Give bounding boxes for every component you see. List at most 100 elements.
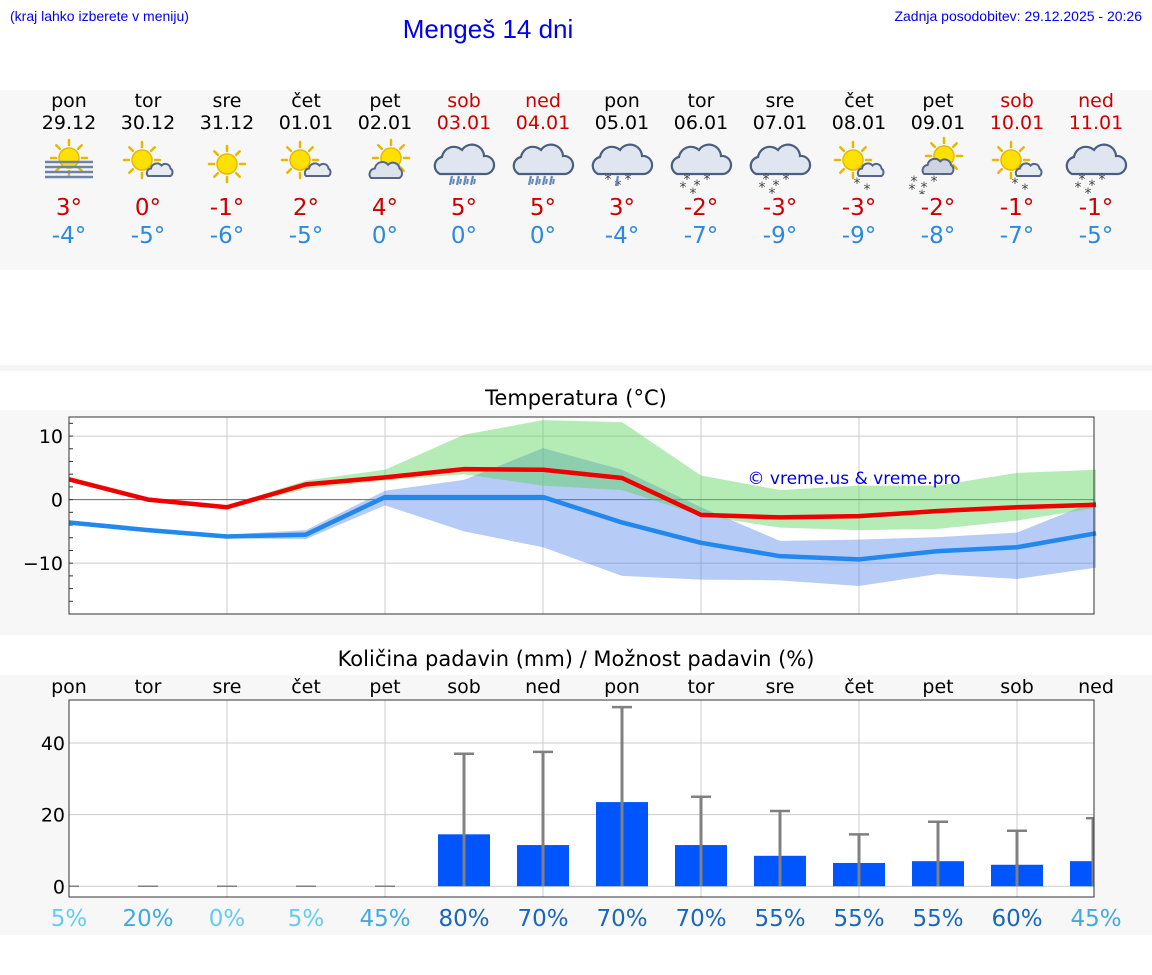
temp-min: -9° [762, 223, 798, 249]
svg-text:*: * [704, 172, 711, 188]
day-name: pon [604, 90, 640, 112]
day-date: 10.01 [989, 112, 1045, 134]
svg-text:*: * [680, 180, 687, 194]
temp-min: -8° [920, 223, 956, 249]
day-date: 09.01 [910, 112, 966, 134]
precipitation-chart-title: Količina padavin (mm) / Možnost padavin … [337, 647, 815, 671]
watermark: © vreme.us & vreme.pro [747, 469, 960, 489]
svg-text:*: * [759, 180, 766, 194]
day-name: čet [844, 90, 874, 112]
day-name: ned [1078, 90, 1114, 112]
svg-text:*: * [911, 174, 918, 190]
temp-min: -7° [999, 223, 1035, 249]
temp-min: 0° [371, 223, 399, 249]
x-category-label: tor [688, 676, 715, 698]
svg-text:*: * [763, 172, 770, 188]
x-category-label: tor [135, 676, 162, 698]
x-category-label: ned [525, 676, 561, 698]
temp-min: -5° [1078, 223, 1114, 249]
temp-max: -3° [762, 195, 798, 221]
svg-text:*: * [605, 172, 612, 188]
precip-probability: 5% [288, 906, 325, 932]
day-date: 05.01 [594, 112, 650, 134]
temp-plot-area [69, 417, 1094, 614]
precip-bar [1070, 861, 1094, 887]
day-date: 11.01 [1068, 112, 1124, 134]
precip-probability: 70% [675, 906, 726, 932]
svg-text:*: * [1012, 176, 1019, 192]
temp-min: -6° [209, 223, 245, 249]
svg-text:*: * [783, 172, 790, 188]
day-column: tor 06.01 * * * * * -2° -7° [661, 90, 741, 250]
y-tick-label: 0 [53, 876, 65, 898]
day-date: 02.01 [357, 112, 413, 134]
x-category-label: čet [844, 676, 874, 698]
sun-cloud-snow-icon: ***** [898, 134, 978, 204]
last-updated: Zadnja posodobitev: 29.12.2025 - 20:26 [894, 8, 1142, 24]
day-name: sre [765, 90, 795, 112]
day-column: tor 30.12 0° -5° [108, 90, 188, 250]
x-category-label: pet [369, 676, 400, 698]
temp-max: 2° [292, 195, 320, 221]
day-column: pon 29.12 3° -4° [29, 90, 109, 250]
rain-icon [503, 134, 583, 194]
svg-text:*: * [864, 182, 871, 194]
section-divider [0, 365, 1152, 371]
day-name: čet [291, 90, 321, 112]
snow-icon: * * * * * [661, 134, 741, 202]
day-column: ned 11.01 * * * * * -1° -5° [1056, 90, 1136, 250]
x-category-label: čet [291, 676, 321, 698]
series-min-line [68, 494, 1097, 562]
day-column: pet 02.01 4° 0° [345, 90, 425, 250]
precip-probability: 5% [51, 906, 88, 932]
temp-min: -5° [130, 223, 166, 249]
precip-probability: 60% [991, 906, 1042, 932]
sun-cloud-icon [108, 134, 188, 194]
precip-plot-frame [68, 699, 1095, 898]
day-name: tor [134, 90, 162, 112]
day-date: 03.01 [436, 112, 492, 134]
sun-icon [187, 134, 267, 194]
svg-text:*: * [921, 180, 928, 194]
fog-sun-icon [29, 134, 109, 194]
day-column: čet 01.01 2° -5° [266, 90, 346, 250]
x-category-label: pet [922, 676, 953, 698]
svg-text:*: * [1089, 178, 1096, 194]
location-menu-hint[interactable]: (kraj lahko izberete v meniju) [10, 8, 189, 24]
temp-max: 5° [450, 195, 478, 221]
sun-cloudy-icon [345, 134, 425, 194]
day-name: ned [525, 90, 561, 112]
temp-max: -1° [209, 195, 245, 221]
series-max-line [68, 466, 1097, 520]
day-name: sob [447, 90, 481, 112]
day-column: sre 07.01 * * * * * -3° -9° [740, 90, 820, 250]
min-temp-range [69, 448, 1096, 587]
temp-max: 4° [371, 195, 399, 221]
page-title: Mengeš 14 dni [402, 14, 574, 44]
day-name: pet [369, 90, 401, 112]
day-column: ned 04.01 5° 0° [503, 90, 583, 250]
x-category-label: sob [1000, 676, 1034, 698]
x-category-label: pon [604, 676, 640, 698]
temp-min: 0° [529, 223, 557, 249]
day-date: 30.12 [120, 112, 176, 134]
temp-min: -4° [604, 223, 640, 249]
y-tick-label: −10 [23, 553, 63, 575]
temp-max: -2° [920, 195, 956, 221]
svg-text:*: * [909, 182, 916, 194]
day-date: 08.01 [831, 112, 887, 134]
sun-cloud-icon [266, 134, 346, 194]
precip-probability: 55% [912, 906, 963, 932]
precip-probability: 55% [754, 906, 805, 932]
x-category-label: sre [766, 676, 795, 698]
precip-probability: 70% [517, 906, 568, 932]
day-date: 06.01 [673, 112, 729, 134]
day-column: sre 31.12 -1° -6° [187, 90, 267, 250]
day-name: pet [922, 90, 954, 112]
svg-text:*: * [684, 172, 691, 188]
y-tick-label: 10 [39, 426, 63, 448]
temp-min: -4° [51, 223, 87, 249]
temp-max: 5° [529, 195, 557, 221]
temperature-chart-title: Temperatura (°C) [485, 386, 667, 410]
